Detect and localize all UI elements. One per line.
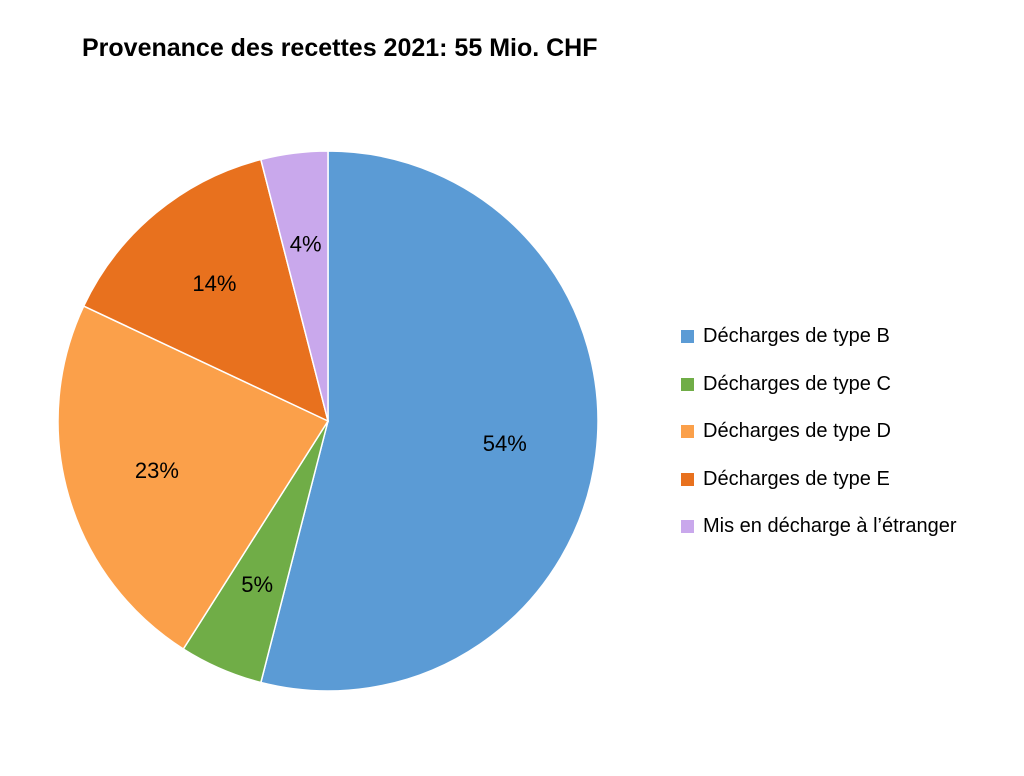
slice-data-label: 5% xyxy=(241,572,273,597)
legend-item: Mis en décharge à l’étranger xyxy=(681,503,956,551)
legend-label: Décharges de type B xyxy=(703,325,890,348)
chart-legend: Décharges de type B Décharges de type C Dé… xyxy=(681,313,956,551)
legend-swatch xyxy=(681,473,694,486)
slice-data-label: 4% xyxy=(290,232,322,257)
legend-swatch xyxy=(681,425,694,438)
slice-data-label: 23% xyxy=(135,458,179,483)
slice-data-label: 54% xyxy=(483,431,527,456)
slice-data-label: 14% xyxy=(192,271,236,296)
legend-item: Décharges de type B xyxy=(681,313,956,361)
legend-label: Décharges de type D xyxy=(703,420,891,443)
legend-swatch xyxy=(681,330,694,343)
legend-swatch xyxy=(681,520,694,533)
legend-label: Décharges de type C xyxy=(703,373,891,396)
legend-item: Décharges de type E xyxy=(681,456,956,504)
legend-label: Décharges de type E xyxy=(703,468,890,491)
pie-slices xyxy=(58,151,598,691)
legend-swatch xyxy=(681,378,694,391)
legend-item: Décharges de type D xyxy=(681,408,956,456)
legend-item: Décharges de type C xyxy=(681,361,956,409)
legend-label: Mis en décharge à l’étranger xyxy=(703,515,956,538)
